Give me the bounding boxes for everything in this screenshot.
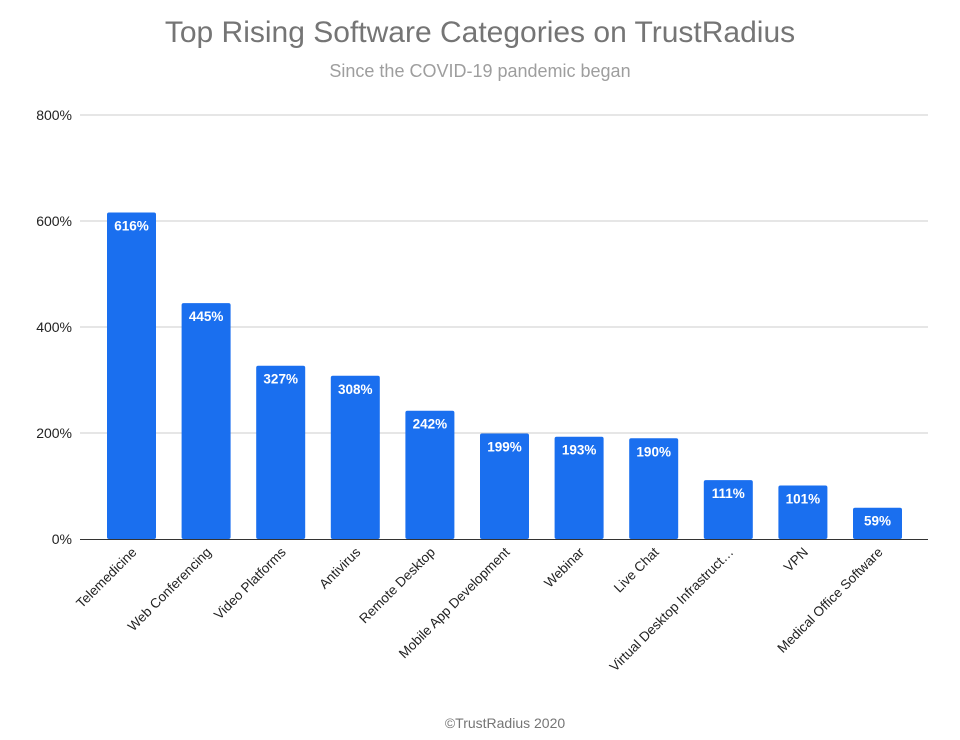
- chart-title: Top Rising Software Categories on TrustR…: [165, 16, 795, 49]
- bar-value-label: 59%: [864, 514, 891, 529]
- bar: [778, 485, 828, 539]
- bar-value-labels: 616% 445% 327% 308% 242% 199% 193% 190% 111% 101%…: [114, 219, 891, 529]
- bar-value-label: 101%: [786, 491, 821, 506]
- bar: [853, 507, 902, 539]
- bar: [181, 303, 231, 539]
- x-tick-label: Antivirus: [316, 544, 363, 591]
- bar-value-label: 445%: [189, 309, 224, 324]
- bar-value-label: 193%: [562, 443, 597, 458]
- bar-value-label: 308%: [338, 382, 373, 397]
- bars: [107, 212, 902, 539]
- y-axis-tick-labels: 0% 200% 400% 600% 800%: [36, 107, 72, 547]
- x-tick-label: Telemedicine: [73, 545, 139, 611]
- footer-credit: ©TrustRadius 2020: [445, 715, 566, 731]
- bar: [330, 375, 380, 539]
- bar: [107, 212, 156, 539]
- bar-value-label: 111%: [712, 486, 745, 501]
- y-tick-label: 200%: [36, 425, 72, 441]
- y-tick-label: 800%: [36, 107, 72, 123]
- bar: [554, 436, 604, 539]
- bar-value-label: 190%: [636, 444, 671, 459]
- y-tick-label: 600%: [36, 213, 72, 229]
- x-tick-label: Live Chat: [611, 544, 662, 595]
- bar-value-label: 327%: [263, 372, 298, 387]
- x-tick-label: Webinar: [541, 544, 587, 590]
- x-tick-label: Web Conferencing: [125, 545, 215, 635]
- x-tick-label: Remote Desktop: [356, 545, 438, 627]
- x-tick-label: Video Platforms: [211, 544, 289, 622]
- x-tick-label: VPN: [781, 545, 811, 575]
- bar: [405, 410, 455, 539]
- x-tick-label: Virtual Desktop Infrastruct…: [607, 545, 737, 675]
- bar-value-label: 242%: [413, 417, 448, 432]
- bar: [629, 438, 679, 539]
- y-tick-label: 400%: [36, 319, 72, 335]
- bar-value-label: 616%: [114, 219, 149, 234]
- chart-subtitle: Since the COVID-19 pandemic began: [329, 61, 630, 81]
- bar-value-label: 199%: [487, 440, 522, 455]
- y-tick-label: 0%: [52, 531, 72, 547]
- bar: [256, 365, 306, 539]
- bar: [480, 433, 529, 539]
- bar: [703, 480, 753, 539]
